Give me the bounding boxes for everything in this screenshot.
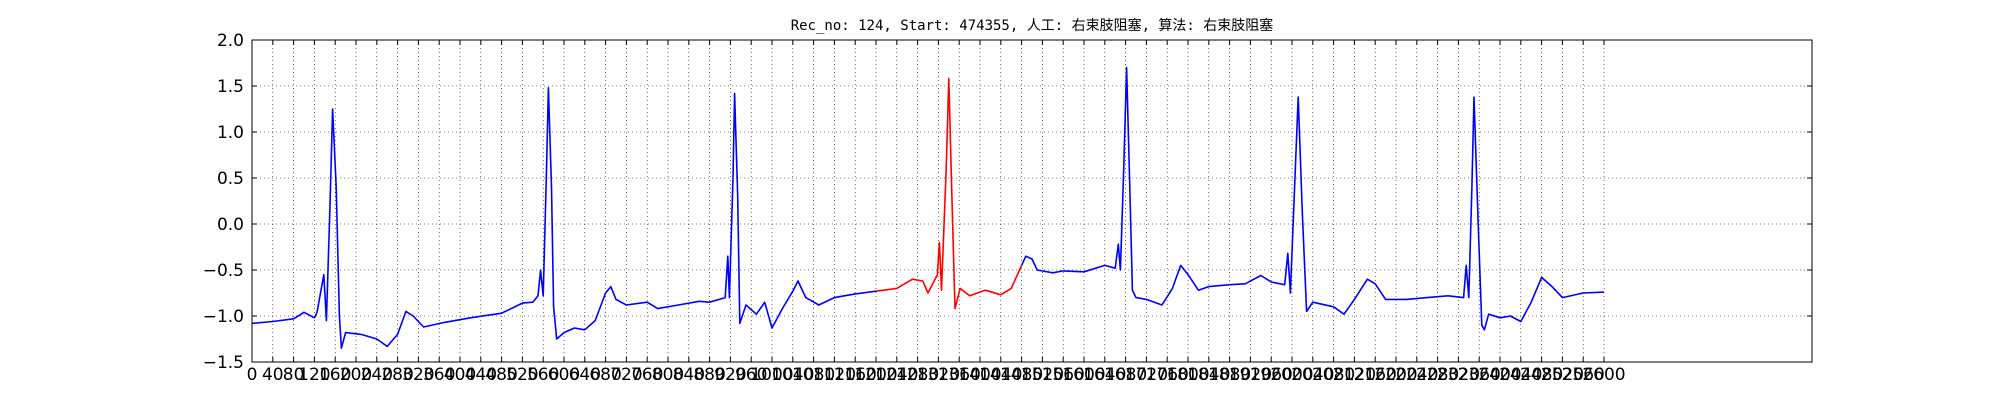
y-tick-label: 1.0: [217, 123, 244, 143]
x-tick-label: 840: [673, 365, 705, 385]
x-tick-label: 1400: [958, 365, 1001, 385]
x-tick-label: 1680: [1104, 365, 1147, 385]
x-tick-label: 1000: [750, 365, 793, 385]
y-tick-label: −1.5: [203, 353, 244, 373]
x-tick-label: 1960: [1250, 365, 1293, 385]
x-tick-label: 760: [631, 365, 663, 385]
x-tick-label: 1120: [813, 365, 856, 385]
y-tick-label: 2.0: [217, 31, 244, 51]
x-tick-label: 640: [569, 365, 601, 385]
x-axis: 0 40 8012016020024028032036040044048052056…: [247, 40, 1626, 385]
x-tick-label: 960: [735, 365, 767, 385]
x-tick-label: 1480: [1000, 365, 1043, 385]
x-tick-label: 2480: [1520, 365, 1563, 385]
grid-layer: [251, 39, 1812, 363]
x-tick-label: 800: [652, 365, 684, 385]
y-tick-label: 1.5: [217, 77, 244, 97]
x-tick-label: 240: [361, 365, 393, 385]
ecg-series-line-1: [875, 77, 1023, 310]
x-tick-label: 1160: [834, 365, 877, 385]
x-tick-label: 2160: [1354, 365, 1397, 385]
x-tick-label: 1080: [792, 365, 835, 385]
x-tick-label: 2320: [1437, 365, 1480, 385]
x-tick-label: 1880: [1208, 365, 1251, 385]
x-tick-label: 1720: [1125, 365, 1168, 385]
x-tick-label: 1040: [771, 365, 814, 385]
series-layer: [251, 66, 1605, 349]
x-tick-label: 400: [444, 365, 476, 385]
x-tick-label: 1240: [875, 365, 918, 385]
y-tick-label: 0.0: [217, 215, 244, 235]
x-tick-label: 1640: [1083, 365, 1126, 385]
x-tick-label: 560: [527, 365, 559, 385]
x-tick-label: 880: [693, 365, 725, 385]
x-tick-label: 2520: [1541, 365, 1584, 385]
x-tick-label: 2280: [1416, 365, 1459, 385]
x-tick-label: 1280: [896, 365, 939, 385]
x-tick-label: 1800: [1166, 365, 1209, 385]
y-axis: −1.5 −1.0 −0.5 0.0 0.5 1.0 1.5 2.0: [203, 31, 1812, 373]
x-tick-label: 1600: [1062, 365, 1105, 385]
x-tick-label: 1920: [1229, 365, 1272, 385]
x-tick-label: 80: [283, 365, 305, 385]
ecg-series-line-0: [251, 87, 877, 349]
x-tick-label: 1840: [1187, 365, 1230, 385]
x-tick-label: 1440: [979, 365, 1022, 385]
x-tick-label: 280: [381, 365, 413, 385]
x-tick-label: 2560: [1562, 365, 1605, 385]
y-tick-label: −1.0: [203, 307, 244, 327]
x-tick-label: 2440: [1499, 365, 1542, 385]
x-tick-label: 1560: [1042, 365, 1085, 385]
x-tick-label: 1760: [1146, 365, 1189, 385]
x-tick-label: 1360: [938, 365, 981, 385]
x-tick-label: 440: [465, 365, 497, 385]
x-tick-label: 160: [319, 365, 351, 385]
x-tick-label: 600: [548, 365, 580, 385]
x-tick-label: 2080: [1312, 365, 1355, 385]
y-tick-label: 0.5: [217, 169, 244, 189]
x-tick-label: 2040: [1291, 365, 1334, 385]
x-tick-label: 1320: [917, 365, 960, 385]
x-tick-label: 680: [589, 365, 621, 385]
plot-frame: [251, 39, 1813, 363]
x-tick-label: 720: [610, 365, 642, 385]
x-tick-label: 2000: [1270, 365, 1313, 385]
x-tick-label: 920: [714, 365, 746, 385]
x-tick-label: 1200: [854, 365, 897, 385]
x-tick-label: 2600: [1582, 365, 1625, 385]
x-tick-label: 480: [485, 365, 517, 385]
x-tick-label: 2400: [1478, 365, 1521, 385]
x-tick-label: 200: [340, 365, 372, 385]
x-tick-label: 120: [298, 365, 330, 385]
x-tick-label: 2360: [1458, 365, 1501, 385]
x-tick-label: 2200: [1374, 365, 1417, 385]
x-tick-label: 1520: [1021, 365, 1064, 385]
x-tick-label: 0: [247, 365, 258, 385]
y-tick-label: −0.5: [203, 261, 244, 281]
x-tick-label: 40: [262, 365, 284, 385]
ecg-series-line-2: [1020, 66, 1605, 331]
x-tick-label: 2120: [1333, 365, 1376, 385]
chart-title: Rec_no: 124, Start: 474355, 人工: 右束肢阻塞, 算…: [791, 17, 1274, 34]
x-tick-label: 320: [402, 365, 434, 385]
x-tick-label: 2240: [1395, 365, 1438, 385]
x-tick-label: 360: [423, 365, 455, 385]
x-tick-label: 520: [506, 365, 538, 385]
